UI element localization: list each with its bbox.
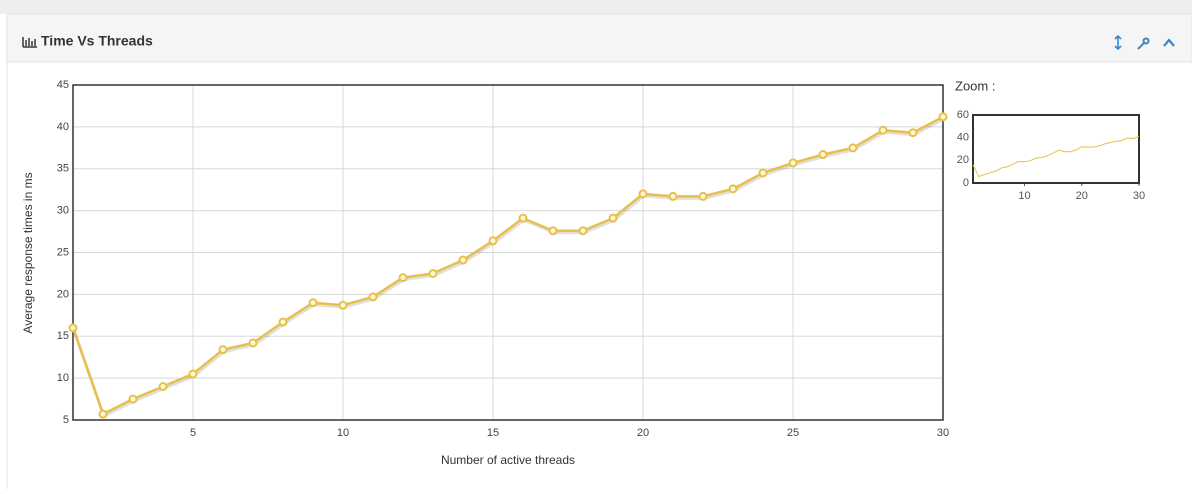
data-point — [308, 298, 318, 308]
line-shadow — [72, 117, 945, 419]
resize-button[interactable] — [1114, 34, 1122, 51]
data-point — [518, 213, 528, 223]
y-tick-label: 10 — [57, 372, 69, 384]
data-point — [668, 191, 678, 201]
data-point — [938, 112, 948, 122]
zoom-title: Zoom : — [955, 78, 995, 93]
x-tick-label: 30 — [937, 427, 949, 439]
data-point — [218, 345, 228, 355]
data-point — [458, 255, 468, 265]
x-tick-label: 10 — [1018, 190, 1030, 202]
data-point — [788, 158, 798, 168]
data-point — [278, 317, 288, 327]
y-axis-label: Average response times in ms — [21, 172, 35, 333]
plot-frame — [972, 114, 1140, 184]
settings-button[interactable] — [1137, 37, 1150, 50]
y-tick-label: 40 — [957, 132, 969, 144]
y-tick-label: 30 — [57, 205, 69, 217]
y-tick-label: 60 — [957, 109, 969, 121]
data-point — [128, 394, 138, 404]
x-tick-label: 20 — [1076, 190, 1088, 202]
data-point — [818, 150, 828, 160]
data-point — [68, 323, 78, 333]
data-point — [338, 300, 348, 310]
data-point — [578, 226, 588, 236]
x-tick-label: 20 — [637, 427, 649, 439]
data-point — [548, 226, 558, 236]
data-point — [848, 143, 858, 153]
x-tick-label: 15 — [487, 427, 499, 439]
collapse-button[interactable] — [1163, 38, 1175, 47]
data-point — [398, 273, 408, 283]
y-tick-label: 45 — [57, 79, 69, 91]
y-tick-label: 35 — [57, 163, 69, 175]
data-point — [158, 382, 168, 391]
panel-header — [6, 13, 1192, 63]
y-tick-label: 20 — [957, 154, 969, 166]
x-tick-label: 10 — [337, 427, 349, 439]
y-tick-label: 0 — [963, 177, 969, 189]
x-axis-label: Number of active threads — [441, 453, 575, 467]
x-tick-label: 5 — [190, 427, 196, 439]
data-point — [638, 189, 648, 199]
y-tick-label: 25 — [57, 246, 69, 258]
x-tick-label: 30 — [1133, 190, 1145, 202]
y-tick-label: 40 — [57, 121, 69, 133]
chart-icon — [22, 37, 37, 48]
data-point — [758, 168, 768, 178]
data-point — [98, 409, 108, 419]
data-point — [608, 213, 618, 223]
data-point — [698, 191, 708, 201]
data-point — [248, 338, 258, 348]
top-bar — [0, 0, 1192, 14]
y-tick-label: 5 — [63, 414, 69, 426]
data-point — [488, 236, 498, 246]
y-tick-label: 20 — [57, 288, 69, 300]
data-point — [188, 369, 198, 379]
data-line — [972, 135, 1140, 178]
data-line — [71, 115, 944, 416]
data-point — [428, 268, 438, 278]
data-point — [728, 184, 738, 194]
plot-frame — [72, 84, 944, 421]
data-point — [878, 125, 888, 135]
y-tick-label: 15 — [57, 330, 69, 342]
data-point — [908, 128, 918, 138]
x-tick-label: 25 — [787, 427, 799, 439]
panel-title: Time Vs Threads — [41, 33, 153, 49]
data-point — [368, 292, 378, 302]
